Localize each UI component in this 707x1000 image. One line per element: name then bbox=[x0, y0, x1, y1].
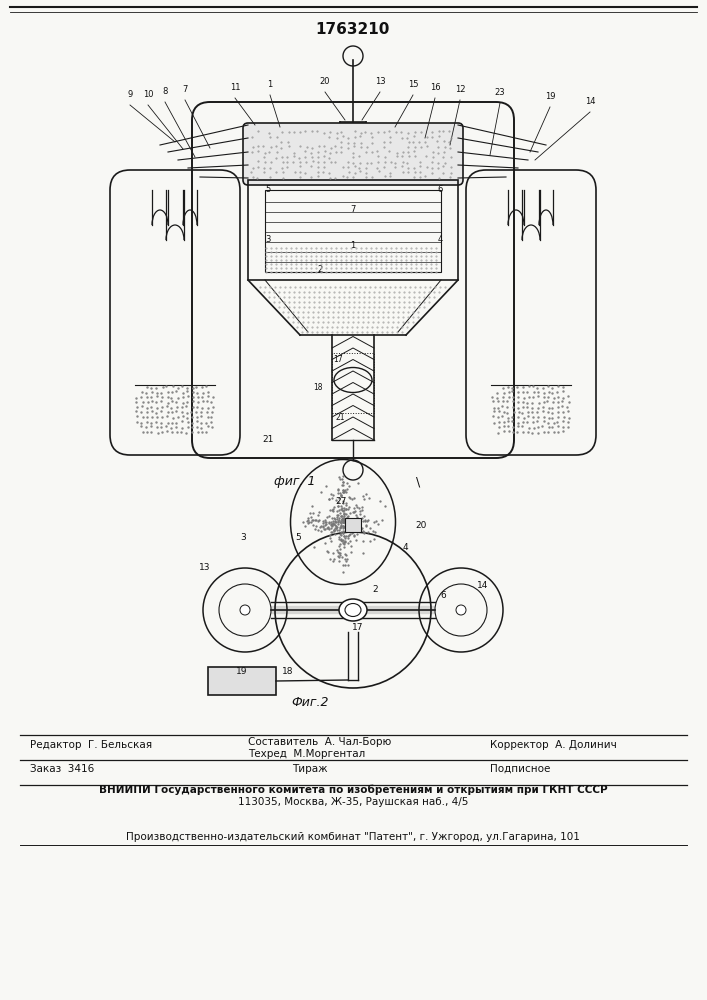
Bar bbox=[345, 518, 361, 532]
Text: 21: 21 bbox=[262, 436, 274, 444]
Text: фиг. 1: фиг. 1 bbox=[274, 476, 316, 488]
Text: 20: 20 bbox=[320, 77, 330, 86]
Text: 11: 11 bbox=[230, 83, 240, 92]
Text: 1763210: 1763210 bbox=[316, 22, 390, 37]
Ellipse shape bbox=[339, 599, 367, 621]
Text: 20: 20 bbox=[415, 520, 427, 530]
Text: 6: 6 bbox=[438, 186, 443, 194]
Text: Редактор  Г. Бельская: Редактор Г. Бельская bbox=[30, 740, 152, 750]
Text: 4: 4 bbox=[438, 235, 443, 244]
Text: 9: 9 bbox=[127, 90, 133, 99]
Text: 5: 5 bbox=[265, 186, 271, 194]
Text: 1: 1 bbox=[351, 240, 356, 249]
Text: 18: 18 bbox=[282, 668, 293, 676]
Text: 19: 19 bbox=[545, 92, 555, 101]
Circle shape bbox=[456, 605, 466, 615]
Text: 18: 18 bbox=[313, 383, 323, 392]
Text: 17: 17 bbox=[333, 356, 343, 364]
Text: \: \ bbox=[416, 476, 424, 488]
Text: 1: 1 bbox=[267, 80, 273, 89]
Text: 15: 15 bbox=[408, 80, 419, 89]
Text: 13: 13 bbox=[375, 77, 385, 86]
Text: 113035, Москва, Ж-35, Раушская наб., 4/5: 113035, Москва, Ж-35, Раушская наб., 4/5 bbox=[238, 797, 468, 807]
Text: 3: 3 bbox=[265, 235, 271, 244]
Text: 7: 7 bbox=[182, 85, 187, 94]
Bar bbox=[248, 180, 458, 280]
Text: 23: 23 bbox=[495, 88, 506, 97]
Ellipse shape bbox=[345, 603, 361, 616]
Text: 7: 7 bbox=[350, 206, 356, 215]
Text: 14: 14 bbox=[585, 97, 595, 106]
Text: Тираж: Тираж bbox=[292, 764, 328, 774]
Text: 8: 8 bbox=[163, 87, 168, 96]
Text: 12: 12 bbox=[455, 85, 465, 94]
Text: Подписное: Подписное bbox=[490, 764, 550, 774]
Text: 10: 10 bbox=[143, 90, 153, 99]
Text: 13: 13 bbox=[199, 564, 211, 572]
Text: Фиг.2: Фиг.2 bbox=[291, 696, 329, 708]
Bar bbox=[208, 667, 276, 695]
Text: Составитель  А. Чал-Борю: Составитель А. Чал-Борю bbox=[248, 737, 391, 747]
Text: 14: 14 bbox=[477, 580, 489, 589]
Text: Заказ  3416: Заказ 3416 bbox=[30, 764, 94, 774]
Text: 21: 21 bbox=[335, 414, 345, 422]
Circle shape bbox=[240, 605, 250, 615]
Text: 17: 17 bbox=[352, 624, 363, 633]
Text: Корректор  А. Долинич: Корректор А. Долинич bbox=[490, 740, 617, 750]
Text: 27: 27 bbox=[335, 497, 346, 506]
Text: 19: 19 bbox=[236, 668, 247, 676]
Bar bbox=[265, 190, 441, 272]
Text: Производственно-издательский комбинат "Патент", г. Ужгород, ул.Гагарина, 101: Производственно-издательский комбинат "П… bbox=[126, 832, 580, 842]
Text: 16: 16 bbox=[430, 83, 440, 92]
Text: 6: 6 bbox=[440, 590, 446, 599]
Text: 3: 3 bbox=[240, 534, 246, 542]
Text: 4: 4 bbox=[402, 544, 408, 552]
FancyBboxPatch shape bbox=[243, 123, 463, 185]
Text: ВНИИПИ Государственного комитета по изобретениям и открытиям при ГКНТ СССР: ВНИИПИ Государственного комитета по изоб… bbox=[99, 785, 607, 795]
Text: 2: 2 bbox=[372, 585, 378, 594]
Text: 2: 2 bbox=[317, 265, 322, 274]
Text: Техред  М.Моргентал: Техред М.Моргентал bbox=[248, 749, 366, 759]
Bar bbox=[332, 353, 374, 413]
Text: 5: 5 bbox=[295, 534, 301, 542]
